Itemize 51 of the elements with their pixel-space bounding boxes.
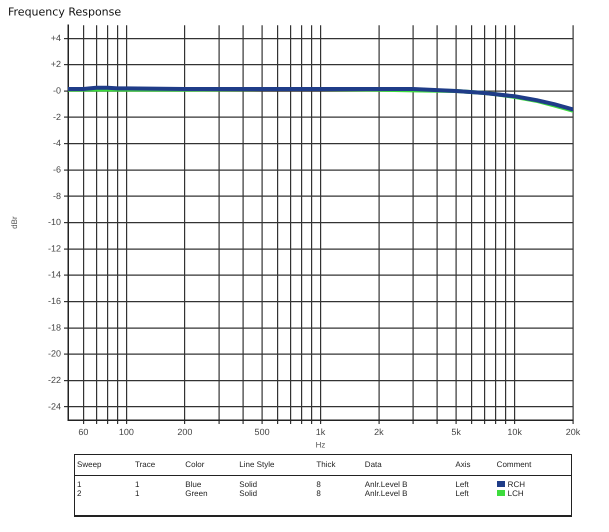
y-tick-label: -6 [52,164,61,174]
y-tick-label: -4 [52,138,61,148]
text: Comment [496,459,532,472]
x-tick-label: 20k [566,426,581,437]
y-tick-label: +2 [50,59,61,70]
x-tick-label: 10k [507,426,522,437]
x-tick-label: 5k [451,426,462,437]
legend-label: RCH [506,480,526,489]
y-tick-label: +4 [50,32,61,43]
y-tick-label: -0 [52,85,61,96]
chart-title: Frequency Response [8,5,122,18]
text: 2 [76,489,82,498]
y-tick-label: -12 [48,243,61,254]
text: 1 [134,480,140,489]
y-tick-label: -10 [48,217,61,228]
text: Green [184,489,209,498]
y-tick-label: -8 [52,190,61,201]
y-tick-label: -24 [48,401,61,412]
text: Data [364,459,383,472]
text: Blue [184,480,202,489]
text: Anlr.Level B [364,480,408,489]
text: Line Style [238,459,276,472]
text: 1 [76,480,82,489]
x-tick-label: 60 [78,426,88,437]
text: Color [184,459,206,472]
text: Solid [238,489,258,498]
text: Solid [238,480,258,489]
text: Thick [315,459,336,472]
y-tick-label: -2 [52,112,61,122]
x-tick-label: 200 [177,426,192,437]
text: 8 [315,480,322,489]
x-tick-label: 500 [254,426,270,437]
y-tick-label: -22 [48,375,61,386]
text: Axis [454,459,472,472]
x-tick-label: 2k [374,426,384,437]
text: Trace [134,459,156,472]
y-axis-title: dBr [10,216,20,229]
text: 8 [315,489,322,498]
y-tick-label: -18 [48,322,61,332]
text: Left [454,480,470,489]
y-tick-label: -16 [48,296,61,306]
y-tick-label: -14 [48,270,61,280]
y-tick-label: -20 [48,348,61,359]
text: Sweep [76,459,102,472]
legend-label: LCH [506,489,525,498]
text: Anlr.Level B [364,489,408,498]
x-tick-label: 1k [316,426,326,437]
x-axis-title: Hz [316,440,326,450]
text: 1 [134,489,140,498]
text: Left [454,489,470,498]
x-tick-label: 100 [118,426,134,437]
